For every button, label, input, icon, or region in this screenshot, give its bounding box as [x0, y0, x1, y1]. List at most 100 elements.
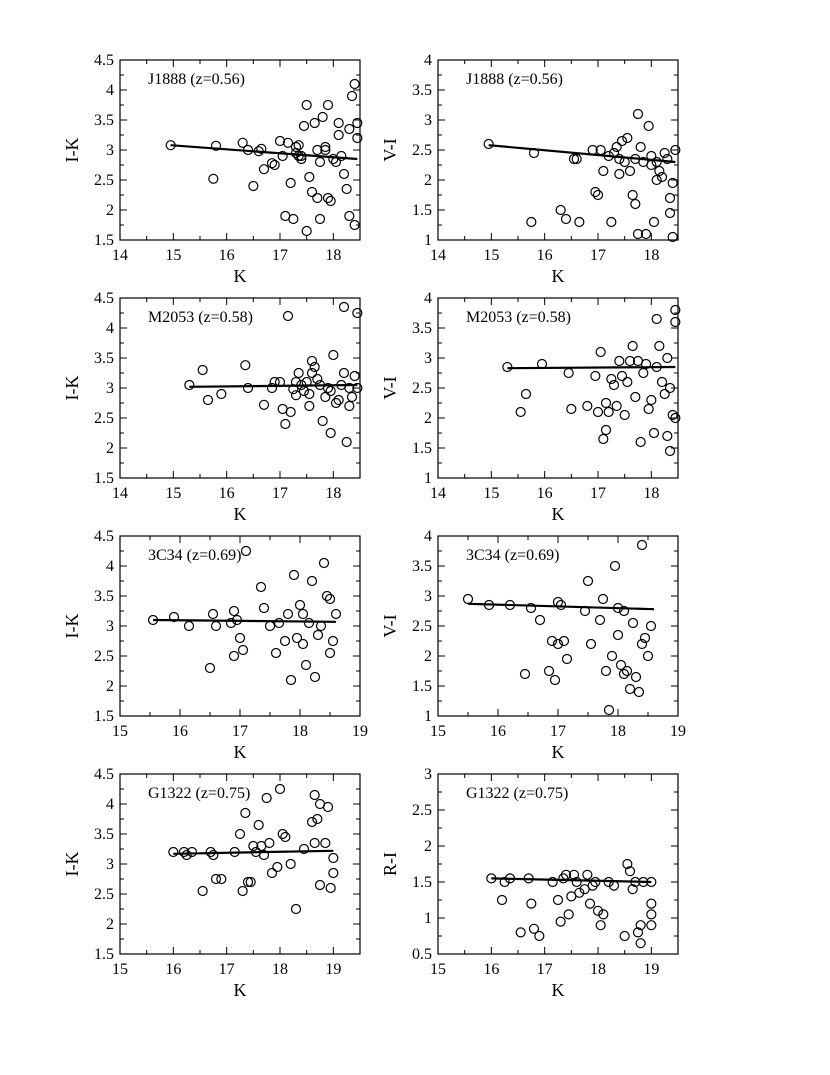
data-point: [664, 192, 676, 204]
data-point: [234, 632, 246, 644]
data-point: [272, 861, 283, 873]
data-point: [168, 611, 180, 623]
data-point: [618, 605, 630, 617]
y-tick-label: 1.5: [412, 678, 432, 695]
data-point: [346, 90, 358, 102]
y-axis-label: V-I: [380, 376, 400, 399]
data-point: [325, 882, 336, 894]
data-point: [662, 153, 673, 165]
data-point: [528, 923, 540, 934]
data-point: [352, 382, 363, 394]
data-point: [291, 632, 303, 644]
data-point: [667, 177, 678, 189]
data-point: [526, 216, 537, 228]
data-point: [320, 141, 331, 153]
data-point: [615, 659, 627, 671]
data-point: [312, 813, 323, 825]
data-point: [656, 171, 668, 183]
x-axis-label: K: [552, 980, 565, 1000]
x-tick-label: 19: [352, 723, 368, 740]
data-point: [552, 894, 564, 906]
data-point: [344, 210, 355, 222]
data-point: [266, 382, 278, 394]
data-point: [320, 391, 331, 403]
data-point: [293, 140, 304, 151]
data-point: [616, 370, 628, 382]
y-tick-label: 3.5: [94, 350, 114, 367]
data-point: [515, 927, 526, 938]
data-point: [285, 406, 296, 418]
x-tick-label: 16: [165, 961, 181, 978]
fit-line: [173, 849, 334, 855]
data-point: [603, 704, 615, 716]
y-tick-label: 2.5: [412, 380, 432, 397]
data-point: [264, 620, 276, 632]
data-point: [640, 358, 652, 370]
data-point: [204, 662, 216, 674]
y-tick-label: 0.5: [412, 946, 432, 963]
data-point: [258, 164, 270, 175]
data-point: [609, 560, 621, 572]
data-point: [547, 876, 558, 888]
data-point: [338, 301, 350, 313]
data-point: [639, 632, 651, 644]
data-point: [322, 99, 334, 111]
data-point: [282, 310, 294, 322]
x-axis-label: K: [552, 504, 565, 524]
data-point: [240, 545, 252, 557]
data-point: [624, 165, 636, 177]
data-point: [635, 920, 646, 931]
x-tick-label: 14: [112, 485, 128, 502]
data-point: [346, 391, 358, 403]
data-point: [534, 930, 545, 942]
y-tick-label: 1: [424, 708, 432, 725]
data-point: [237, 137, 248, 148]
data-point: [210, 620, 222, 632]
data-point: [552, 638, 564, 650]
data-point: [598, 165, 609, 177]
data-point: [555, 204, 566, 216]
y-tick-label: 1.5: [94, 232, 114, 249]
data-point: [611, 141, 622, 153]
data-point: [616, 135, 628, 147]
data-point: [210, 140, 222, 151]
data-point: [592, 905, 604, 916]
data-point: [304, 388, 315, 400]
data-point: [285, 858, 296, 870]
y-tick-label: 3: [106, 142, 114, 159]
x-tick-label: 18: [325, 247, 341, 264]
data-point: [258, 849, 270, 861]
x-tick-label: 18: [325, 485, 341, 502]
data-point: [534, 614, 546, 626]
y-tick-label: 1.5: [94, 470, 114, 487]
panel-6: 15 16 17 18 19 1 1.5 2 2.5 3 3.5 4 K V-I 3C34 (z=0.69): [380, 528, 686, 762]
data-point: [197, 885, 208, 897]
data-point: [264, 837, 275, 849]
data-point: [614, 355, 625, 367]
data-point: [344, 400, 355, 412]
data-point: [306, 575, 318, 587]
data-point: [297, 608, 309, 620]
x-tick-label: 18: [272, 961, 288, 978]
data-point: [255, 581, 267, 593]
x-tick-label: 17: [272, 247, 288, 264]
data-point: [274, 783, 286, 795]
x-tick-label: 15: [165, 485, 181, 502]
data-point: [558, 873, 569, 884]
x-tick-label: 19: [670, 723, 686, 740]
x-tick-label: 14: [430, 247, 446, 264]
data-point: [248, 840, 259, 852]
data-point: [526, 898, 537, 909]
x-tick-label: 17: [232, 723, 248, 740]
y-tick-label: 4: [424, 290, 432, 307]
data-point: [242, 876, 254, 888]
y-tick-label: 1.5: [412, 874, 432, 891]
x-tick-label: 14: [430, 485, 446, 502]
data-point: [240, 360, 251, 371]
data-point: [651, 313, 662, 325]
x-tick-label: 14: [112, 247, 128, 264]
data-point: [318, 557, 330, 569]
fit-line: [467, 602, 655, 611]
data-point: [338, 168, 350, 180]
